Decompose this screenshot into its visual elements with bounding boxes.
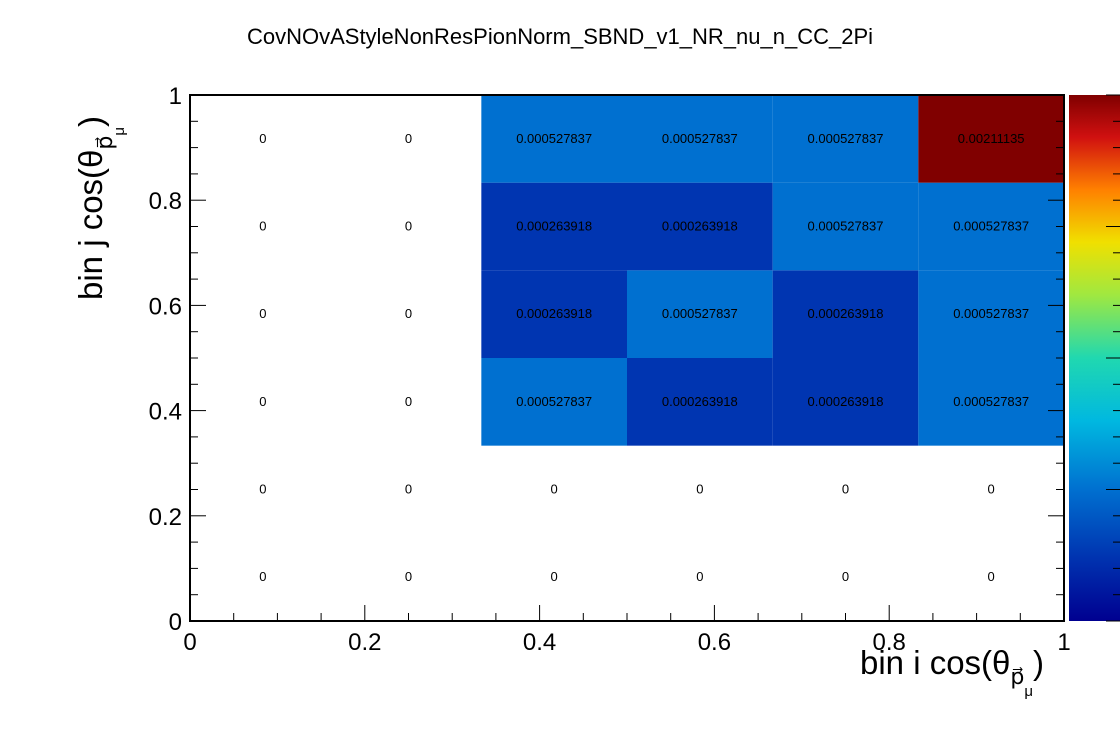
heatmap-cell: [481, 270, 627, 358]
x-axis-label-subsub: μ: [1024, 683, 1033, 700]
y-axis-label-main: bin j cos(θ: [72, 150, 109, 300]
cell-value-label: 0: [405, 219, 412, 234]
cell-value-label: 0: [259, 394, 266, 409]
y-tick-label: 0: [169, 609, 182, 636]
cell-value-label: 0.000263918: [516, 219, 592, 234]
heatmap-cell: [772, 95, 919, 183]
heatmap-cell: [772, 358, 919, 446]
heatmap-cell: [481, 95, 627, 183]
cell-value-label: 0: [259, 131, 266, 146]
cell-value-label: 0.000527837: [808, 219, 884, 234]
cell-value-label: 0: [696, 482, 703, 497]
heatmap-cell: [918, 182, 1064, 271]
cell-value-label: 0: [988, 569, 995, 584]
heatmap-cell-labels: 0 0 0 0 0 0 0 0 0 0 0 0 0 0 0.000527837 0.000263918 0.00…: [259, 131, 1029, 584]
heatmap-cell: [918, 270, 1064, 358]
y-axis-label-sub: p⃗: [92, 136, 117, 150]
cell-value-label: 0.000527837: [662, 131, 738, 146]
cell-value-label: 0.000263918: [662, 394, 738, 409]
cell-value-label: 0.000263918: [808, 394, 884, 409]
heatmap-cell: [481, 182, 627, 271]
cell-value-label: 0: [405, 482, 412, 497]
cell-value-label: 0: [259, 569, 266, 584]
y-tick-label: 0.2: [149, 504, 182, 531]
y-tick-label: 0.8: [149, 188, 182, 215]
cell-value-label: 0: [259, 482, 266, 497]
y-axis-label-subsub: μ: [111, 127, 128, 136]
heatmap-cell: [772, 270, 919, 358]
cell-value-label: 0: [259, 306, 266, 321]
x-axis-label-close: ): [1033, 644, 1044, 681]
cell-value-label: 0.000527837: [808, 131, 884, 146]
heatmap-cell: [772, 182, 919, 271]
cell-value-label: 0: [551, 569, 558, 584]
heatmap-cells: [481, 95, 1064, 446]
color-scale-ticks: [1106, 94, 1120, 622]
x-tick-label: 1: [1057, 629, 1070, 656]
heatmap-cell: [627, 95, 773, 183]
x-tick-label: 0.2: [348, 629, 381, 656]
x-tick-label: 0: [183, 629, 196, 656]
cell-value-label: 0: [842, 569, 849, 584]
cell-value-label: 0.000527837: [953, 394, 1029, 409]
heatmap-cell: [918, 358, 1064, 446]
y-tick-label: 0.6: [149, 293, 182, 320]
cell-value-label: 0: [405, 569, 412, 584]
heatmap-cell: [627, 182, 773, 271]
y-axis-label: bin j cos(θp⃗μ): [72, 116, 128, 300]
cell-value-label: 0: [842, 482, 849, 497]
cell-value-label: 0: [696, 569, 703, 584]
y-axis: 0 0.2 0.4 0.6 0.8 1: [149, 83, 1064, 636]
chart-title: CovNOvAStyleNonResPionNorm_SBND_v1_NR_nu…: [247, 24, 873, 49]
x-tick-label: 0.4: [523, 629, 556, 656]
heatmap-cell: [627, 270, 773, 358]
cell-value-label: 0.000527837: [516, 394, 592, 409]
cell-value-label: 0: [988, 482, 995, 497]
y-tick-label: 1: [169, 83, 182, 110]
cell-value-label: 0: [259, 219, 266, 234]
cell-value-label: 0.000263918: [516, 306, 592, 321]
cell-value-label: 0.000527837: [662, 306, 738, 321]
x-tick-label: 0.8: [873, 629, 906, 656]
cell-value-label: 0.000527837: [516, 131, 592, 146]
x-axis-label-sub: p⃗: [1010, 664, 1024, 689]
cell-value-label: 0.00211135: [958, 131, 1025, 146]
heatmap-cell: [481, 358, 627, 446]
x-axis-label-main: bin i cos(θ: [860, 644, 1010, 681]
cell-value-label: 0.000527837: [953, 306, 1029, 321]
cell-value-label: 0.000263918: [808, 306, 884, 321]
cell-value-label: 0.000263918: [662, 219, 738, 234]
y-tick-label: 0.4: [149, 399, 182, 426]
heatmap-cell: [918, 95, 1064, 183]
y-axis-label-close: ): [72, 116, 109, 127]
cell-value-label: 0.000527837: [953, 219, 1029, 234]
x-axis: 0 0.2 0.4 0.6 0.8 1: [183, 605, 1071, 656]
cell-value-label: 0: [405, 394, 412, 409]
cell-value-label: 0: [551, 482, 558, 497]
cell-value-label: 0: [405, 306, 412, 321]
x-axis-label: bin i cos(θp⃗μ): [860, 644, 1044, 700]
x-tick-label: 0.6: [698, 629, 731, 656]
heatmap-cell: [627, 358, 773, 446]
cell-value-label: 0: [405, 131, 412, 146]
